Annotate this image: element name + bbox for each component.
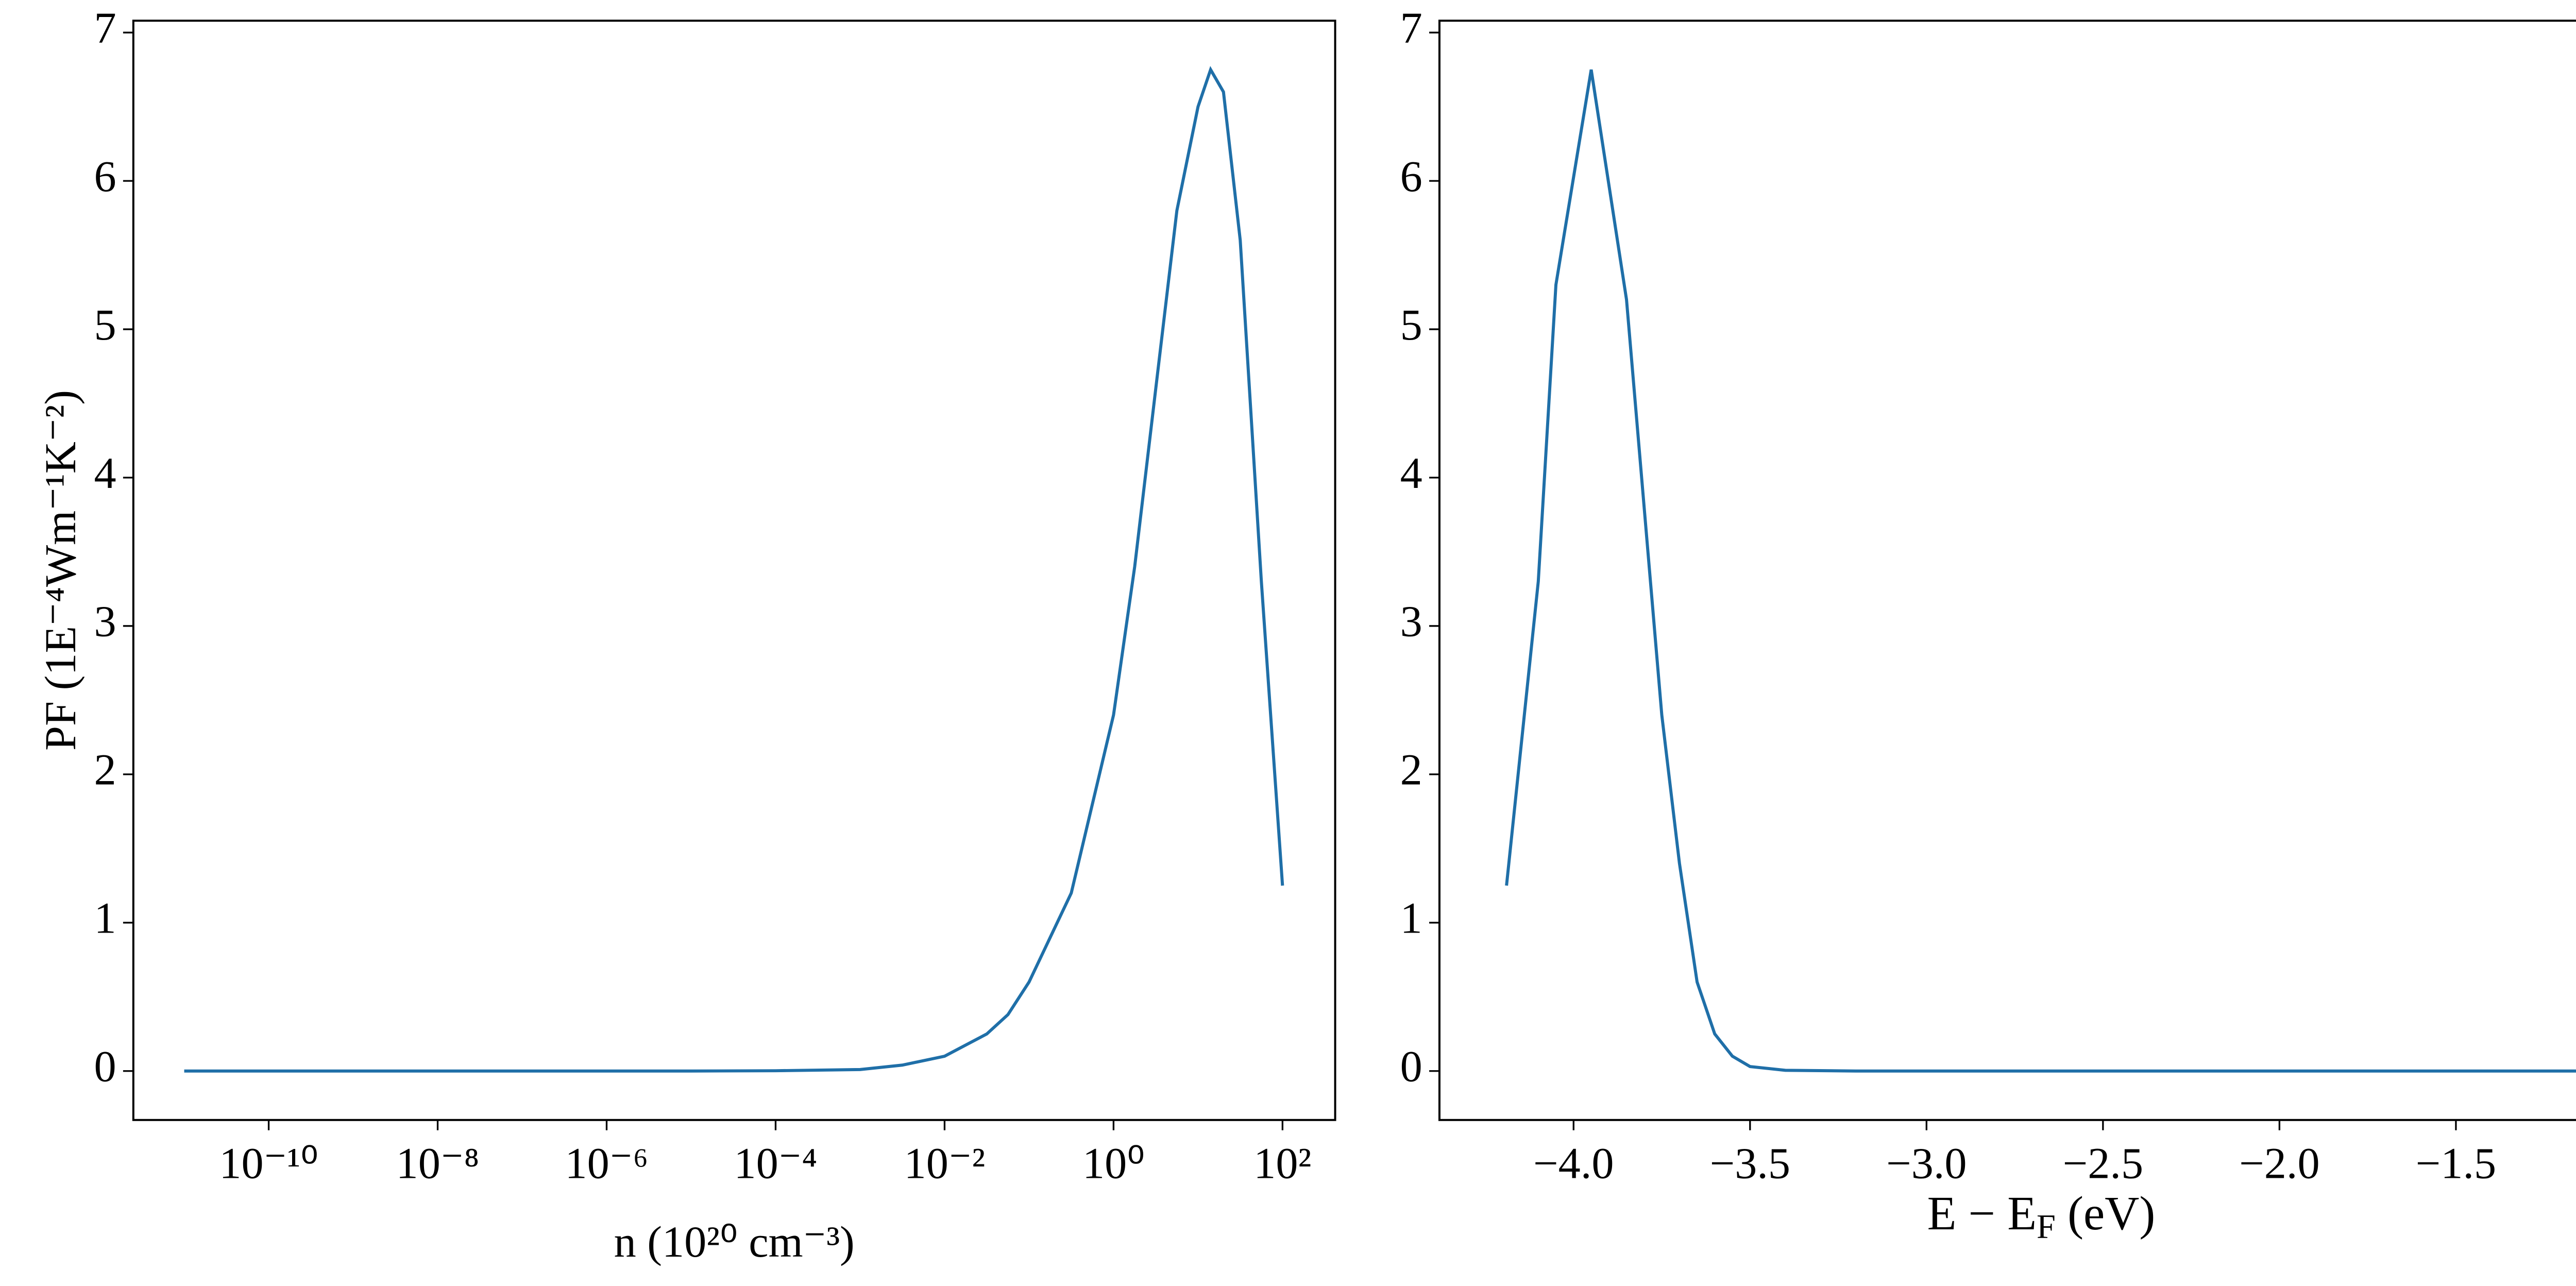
x-axis-label-part: (eV): [2056, 1187, 2155, 1240]
y-tick-label: 0: [1400, 1042, 1422, 1091]
y-tick-label: 3: [1400, 597, 1422, 646]
y-tick-label: 4: [1400, 448, 1422, 498]
x-tick-label: −3.5: [1710, 1139, 1790, 1188]
x-tick-label: 10²: [1253, 1139, 1311, 1188]
data-line: [184, 65, 1284, 1073]
y-tick-label: 1: [1400, 893, 1422, 943]
y-tick-label: 0: [94, 1042, 116, 1091]
x-tick-label: −3.0: [1886, 1139, 1967, 1188]
x-tick-label: −4.0: [1533, 1139, 1614, 1188]
y-tick-label: 6: [1400, 151, 1422, 201]
x-axis-label-part: F: [2037, 1208, 2056, 1246]
x-tick-label: 10⁻⁴: [734, 1139, 818, 1188]
x-axis-label: E − EF (eV): [1927, 1187, 2156, 1246]
y-tick-label: 4: [94, 448, 116, 498]
x-tick-label: 10⁰: [1082, 1139, 1145, 1188]
x-tick-label: 10⁻⁶: [565, 1139, 649, 1188]
plot-frame: [1438, 20, 2576, 1121]
data-line: [1505, 69, 2576, 1073]
x-tick-label: −2.0: [2239, 1139, 2319, 1188]
y-tick-label: 7: [94, 3, 116, 53]
y-axis-label: PF (1E⁻⁴Wm⁻¹K⁻²): [36, 390, 85, 751]
y-tick-label: 6: [94, 151, 116, 201]
y-tick-label: 2: [94, 745, 116, 794]
x-axis-label: n (10²⁰ cm⁻³): [614, 1217, 855, 1266]
x-tick-label: −2.5: [2063, 1139, 2143, 1188]
y-tick-label: 5: [94, 300, 116, 349]
x-axis-label-part: E − E: [1927, 1187, 2037, 1240]
x-tick-label: 10⁻²: [904, 1139, 986, 1188]
y-tick-label: 1: [94, 893, 116, 943]
x-tick-label: 10⁻⁸: [396, 1139, 480, 1188]
y-tick-label: 3: [94, 597, 116, 646]
plot-frame: [132, 20, 1336, 1121]
y-tick-label: 2: [1400, 745, 1422, 794]
x-tick-label: −1.5: [2416, 1139, 2496, 1188]
x-tick-label: 10⁻¹⁰: [219, 1139, 318, 1188]
y-tick-label: 5: [1400, 300, 1422, 349]
subplot: 0 1 2 3 4 5 6 7 10⁻¹⁰ 10⁻⁸ 10⁻⁶ 10⁻⁴ 10⁻² 10⁰ 10² n (10…: [36, 3, 1336, 1266]
y-tick-label: 7: [1400, 3, 1422, 53]
